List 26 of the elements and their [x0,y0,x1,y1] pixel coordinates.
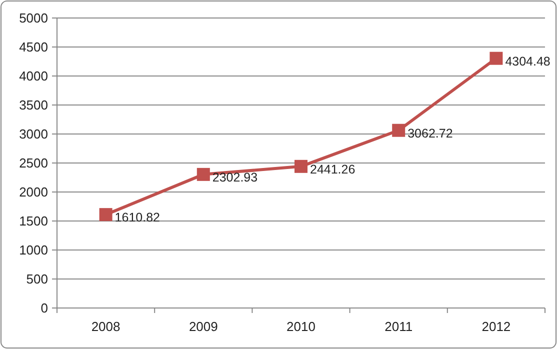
point [294,160,308,173]
point [490,52,503,65]
point [99,208,112,222]
y-tick-label: 5000 [19,10,48,26]
x-tick-label: 2009 [188,319,218,334]
data-label: 4304.48 [505,54,550,68]
y-tick-label: 2500 [19,156,48,171]
y-tick-label: 1000 [19,242,48,258]
x-tick-label: 2010 [286,319,316,334]
y-tick-label: 500 [26,272,48,287]
x-tick-label: 2011 [384,319,413,334]
y-tick-label: 4000 [19,68,48,84]
data-label: 3062.72 [408,126,453,140]
data-label: 2441.26 [310,162,356,176]
point [392,124,406,137]
y-tick-label: 1500 [19,214,48,229]
y-tick-label: 0 [40,300,48,316]
data-label: 2302.93 [212,170,258,184]
y-tick-label: 3500 [19,98,48,113]
x-tick-label: 2008 [91,319,120,334]
x-tick-label: 2012 [482,319,511,334]
point [196,168,210,181]
data-label: 1610.82 [114,210,160,225]
y-tick-label: 3000 [19,126,48,142]
y-tick-label: 2000 [19,184,48,200]
y-tick-label: 4500 [19,40,48,55]
